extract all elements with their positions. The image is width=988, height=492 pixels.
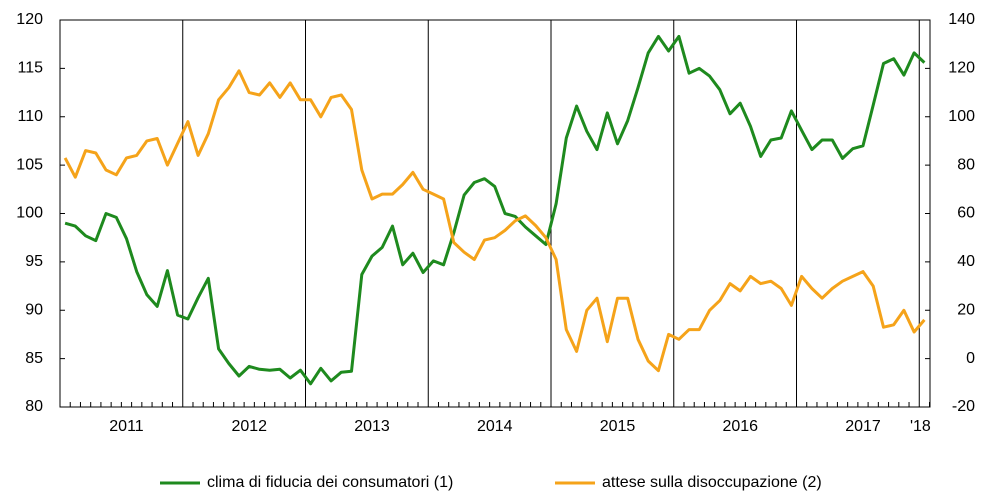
x-tick-label: 2015 — [600, 418, 636, 435]
x-tick-label: 2012 — [231, 418, 267, 435]
y-tick-label: 85 — [25, 350, 43, 367]
x-tick-label: 2011 — [109, 418, 144, 435]
series-line — [64, 34, 926, 386]
y2-tick-label: 20 — [957, 301, 975, 318]
y2-tick-label: 0 — [966, 350, 975, 367]
x-tick-label: '18 — [910, 418, 931, 435]
y-tick-label: 100 — [16, 205, 43, 222]
y2-tick-label: 60 — [957, 205, 975, 222]
y-tick-label: 105 — [16, 156, 43, 173]
y2-tick-label: 140 — [948, 11, 975, 28]
y-tick-label: 95 — [25, 253, 43, 270]
y2-tick-label: 120 — [948, 60, 975, 77]
x-tick-label: 2016 — [722, 418, 758, 435]
y-tick-label: 80 — [25, 398, 43, 415]
y-tick-label: 120 — [16, 11, 43, 28]
x-tick-label: 2013 — [354, 418, 390, 435]
x-tick-label: 2017 — [845, 418, 881, 435]
legend-label: clima di fiducia dei consumatori (1) — [207, 474, 453, 491]
y-tick-label: 115 — [17, 60, 43, 77]
x-tick-label: 2014 — [477, 418, 513, 435]
series-line — [63, 69, 926, 373]
y2-tick-label: 100 — [948, 108, 975, 125]
legend-label: attese sulla disoccupazione (2) — [602, 474, 822, 491]
y-tick-label: 90 — [25, 301, 43, 318]
plot-frame — [59, 19, 931, 408]
y2-tick-label: -20 — [952, 398, 975, 415]
y2-tick-label: 40 — [957, 253, 975, 270]
y-tick-label: 110 — [17, 108, 43, 125]
y2-tick-label: 80 — [957, 156, 975, 173]
